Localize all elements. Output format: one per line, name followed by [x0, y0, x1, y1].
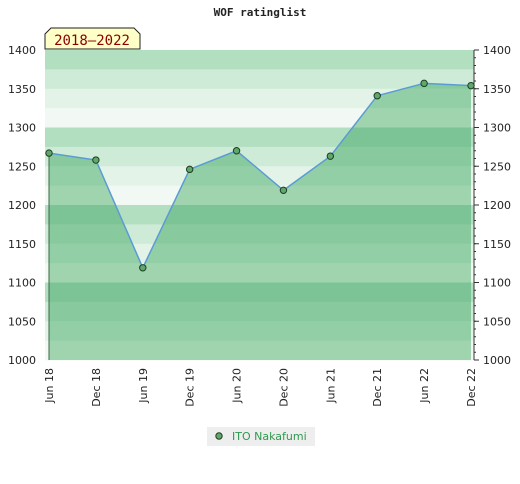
x-tick-label: Jun 19	[137, 368, 150, 404]
y-tick-label: 1250	[8, 160, 36, 173]
band	[49, 282, 471, 303]
point	[232, 147, 241, 155]
legend-marker	[215, 432, 223, 440]
legend-box	[207, 427, 315, 446]
y2-tick-label: 1250	[483, 160, 511, 173]
series-line	[48, 82, 472, 270]
band	[49, 321, 471, 342]
band	[49, 301, 471, 322]
period-badge	[44, 27, 141, 50]
point	[373, 92, 381, 100]
point	[139, 264, 147, 272]
point	[467, 81, 475, 90]
y-tick-label: 1350	[8, 83, 36, 96]
y2-tick-label: 1400	[483, 44, 511, 57]
band	[49, 263, 471, 283]
point	[326, 152, 335, 160]
y2-tick-label: 1000	[483, 354, 511, 367]
y2-tick-label: 1350	[483, 83, 511, 96]
y-tick-label: 1100	[8, 277, 36, 290]
legend-label: ITO Nakafumi	[232, 430, 307, 443]
band	[49, 224, 471, 245]
y2-tick-label: 1100	[483, 277, 511, 290]
y2-tick-label: 1050	[483, 315, 511, 328]
y2-tick-label: 1300	[483, 122, 511, 135]
x-tick-label: Dec 19	[184, 368, 197, 407]
point	[45, 149, 53, 157]
y2-tick-label: 1200	[483, 199, 511, 212]
x-tick-label: Dec 18	[90, 368, 103, 407]
point	[92, 156, 100, 164]
x-tick-label: Jun 21	[324, 368, 337, 404]
chart-title: WOF ratinglist	[214, 6, 307, 19]
point	[420, 79, 428, 88]
y2-tick-label: 1150	[483, 238, 511, 251]
y-tick-label: 1300	[8, 122, 36, 135]
band	[45, 88, 474, 109]
band	[49, 205, 471, 225]
y-tick-label: 1150	[8, 238, 36, 251]
period-label: 2018–2022	[54, 33, 130, 49]
y-tick-label: 1200	[8, 199, 36, 212]
point	[185, 165, 194, 174]
y-tick-label: 1050	[8, 315, 36, 328]
y-tick-label: 1400	[8, 44, 36, 57]
point	[279, 186, 288, 194]
y-tick-label: 1000	[8, 354, 36, 367]
band	[49, 340, 471, 360]
x-tick-label: Jun 22	[418, 368, 431, 404]
band	[49, 243, 471, 264]
x-tick-label: Dec 22	[465, 368, 478, 407]
x-tick-label: Dec 21	[371, 368, 384, 407]
x-tick-label: Dec 20	[277, 368, 290, 407]
band	[45, 50, 474, 70]
band	[45, 69, 474, 90]
x-tick-label: Jun 18	[43, 368, 56, 404]
x-tick-label: Jun 20	[231, 368, 244, 404]
